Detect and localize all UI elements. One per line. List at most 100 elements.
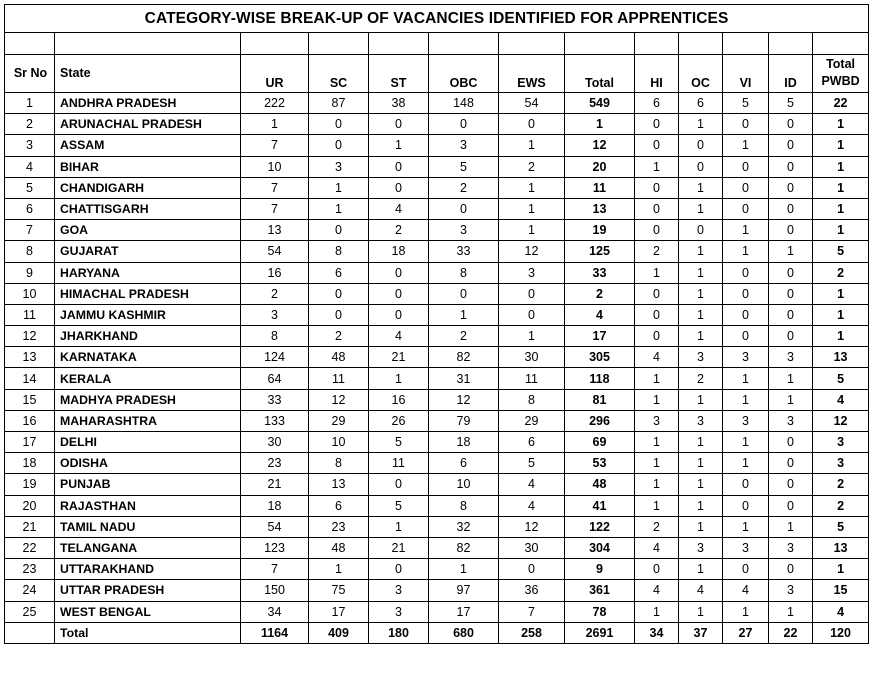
header-total-pwbd-line1: Total	[826, 57, 855, 71]
table-row: 17 DELHI 30 10 5 18 6 69 1 1 1 0 3	[4, 430, 870, 454]
cell-ews: 0	[498, 303, 565, 327]
cell-total-pwbd: 1	[811, 134, 870, 157]
cell-ews: 1	[498, 134, 565, 157]
cell-vi: 1	[722, 600, 769, 623]
total-obc: 680	[428, 621, 499, 644]
cell-vi: 1	[722, 388, 769, 411]
cell-ews: 11	[498, 367, 565, 390]
cell-total-pwbd: 1	[811, 282, 870, 305]
cell-oc: 1	[678, 261, 723, 284]
cell-st: 3	[368, 600, 429, 623]
cell-vi: 1	[722, 219, 769, 242]
cell-oc: 3	[678, 409, 723, 433]
cell-ur: 124	[240, 346, 309, 369]
cell-obc: 2	[428, 176, 499, 199]
cell-total: 20	[564, 155, 635, 178]
cell-oc: 3	[678, 536, 723, 560]
cell-state: KARNATAKA	[54, 346, 241, 369]
cell-total-pwbd: 4	[811, 388, 870, 411]
cell-hi: 0	[634, 558, 679, 581]
cell-sr: 7	[4, 219, 55, 242]
cell-state: PUNJAB	[54, 473, 241, 496]
cell-ews: 6	[498, 430, 565, 454]
cell-vi: 1	[722, 452, 769, 475]
cell-total: 361	[564, 579, 635, 602]
cell-total-pwbd: 1	[811, 558, 870, 581]
total-hi: 34	[634, 621, 679, 644]
cell-total-pwbd: 1	[811, 325, 870, 348]
cell-oc: 0	[678, 155, 723, 178]
table-row: 6 CHATTISGARH 7 1 4 0 1 13 0 1 0 0 1	[4, 197, 870, 221]
cell-ews: 0	[498, 282, 565, 305]
cell-ur: 8	[240, 325, 309, 348]
cell-id: 0	[768, 494, 813, 517]
table-row: 19 PUNJAB 21 13 0 10 4 48 1 1 0 0 2	[4, 473, 870, 496]
cell-st: 0	[368, 303, 429, 327]
cell-hi: 2	[634, 240, 679, 263]
cell-sc: 75	[308, 579, 369, 602]
cell-id: 0	[768, 452, 813, 475]
table-row: 20 RAJASTHAN 18 6 5 8 4 41 1 1 0 0 2	[4, 494, 870, 517]
cell-total: 78	[564, 600, 635, 623]
cell-hi: 1	[634, 430, 679, 454]
cell-oc: 4	[678, 579, 723, 602]
cell-id: 0	[768, 430, 813, 454]
cell-ews: 3	[498, 261, 565, 284]
cell-ur: 30	[240, 430, 309, 454]
cell-ews: 54	[498, 91, 565, 115]
cell-total: 4	[564, 303, 635, 327]
cell-hi: 6	[634, 91, 679, 115]
cell-total: 296	[564, 409, 635, 433]
cell-sr: 5	[4, 176, 55, 199]
cell-state: MAHARASHTRA	[54, 409, 241, 433]
cell-ews: 1	[498, 197, 565, 221]
cell-sr: 13	[4, 346, 55, 369]
cell-obc: 0	[428, 113, 499, 136]
cell-id: 0	[768, 473, 813, 496]
cell-ur: 13	[240, 219, 309, 242]
table-row: 24 UTTAR PRADESH 150 75 3 97 36 361 4 4 4 3 15	[4, 579, 870, 602]
total-sc: 409	[308, 621, 369, 644]
cell-st: 38	[368, 91, 429, 115]
cell-sc: 13	[308, 473, 369, 496]
cell-state: KERALA	[54, 367, 241, 390]
cell-obc: 3	[428, 134, 499, 157]
cell-obc: 148	[428, 91, 499, 115]
cell-st: 3	[368, 579, 429, 602]
cell-ur: 7	[240, 197, 309, 221]
cell-st: 1	[368, 367, 429, 390]
cell-hi: 1	[634, 600, 679, 623]
cell-vi: 3	[722, 536, 769, 560]
cell-obc: 1	[428, 558, 499, 581]
cell-vi: 0	[722, 303, 769, 327]
cell-id: 0	[768, 155, 813, 178]
cell-vi: 0	[722, 558, 769, 581]
table-row: 1 ANDHRA PRADESH 222 87 38 148 54 549 6 6 5 5 22	[4, 91, 870, 115]
cell-oc: 1	[678, 325, 723, 348]
cell-id: 1	[768, 240, 813, 263]
table-row: 4 BIHAR 10 3 0 5 2 20 1 0 0 0 1	[4, 155, 870, 178]
cell-id: 0	[768, 303, 813, 327]
cell-sr: 2	[4, 113, 55, 136]
cell-sc: 2	[308, 325, 369, 348]
cell-ur: 54	[240, 240, 309, 263]
cell-sr: 16	[4, 409, 55, 433]
table-row: 7 GOA 13 0 2 3 1 19 0 0 1 0 1	[4, 219, 870, 242]
cell-total-pwbd: 2	[811, 494, 870, 517]
cell-total-pwbd: 15	[811, 579, 870, 602]
totals-row: Total 1164 409 180 680 258 2691 34 37 27 22 120	[4, 621, 870, 644]
cell-sc: 6	[308, 261, 369, 284]
cell-oc: 3	[678, 346, 723, 369]
cell-st: 5	[368, 494, 429, 517]
cell-hi: 0	[634, 176, 679, 199]
cell-id: 3	[768, 409, 813, 433]
header-total-pwbd: Total PWBD	[811, 54, 870, 93]
cell-st: 21	[368, 346, 429, 369]
cell-id: 5	[768, 91, 813, 115]
total-total-pwbd: 120	[811, 621, 870, 644]
cell-sc: 29	[308, 409, 369, 433]
cell-obc: 31	[428, 367, 499, 390]
cell-state: RAJASTHAN	[54, 494, 241, 517]
cell-total-pwbd: 5	[811, 240, 870, 263]
header-ews: EWS	[498, 54, 565, 93]
